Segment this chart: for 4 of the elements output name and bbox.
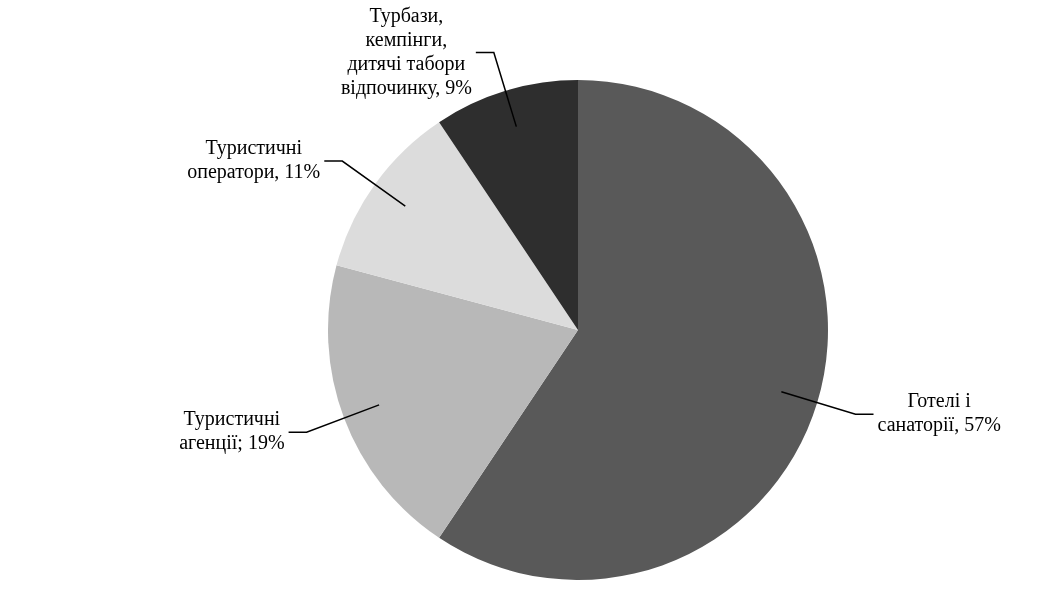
- slice-label: Туристичні оператори, 11%: [187, 136, 321, 184]
- slice-label: Турбази, кемпінги, дитячі табори відпочинку, 9%: [340, 3, 472, 99]
- slice-label: Готелі і санаторії, 57%: [877, 389, 1001, 437]
- slice-label: Туристичні агенції; 19%: [179, 407, 285, 455]
